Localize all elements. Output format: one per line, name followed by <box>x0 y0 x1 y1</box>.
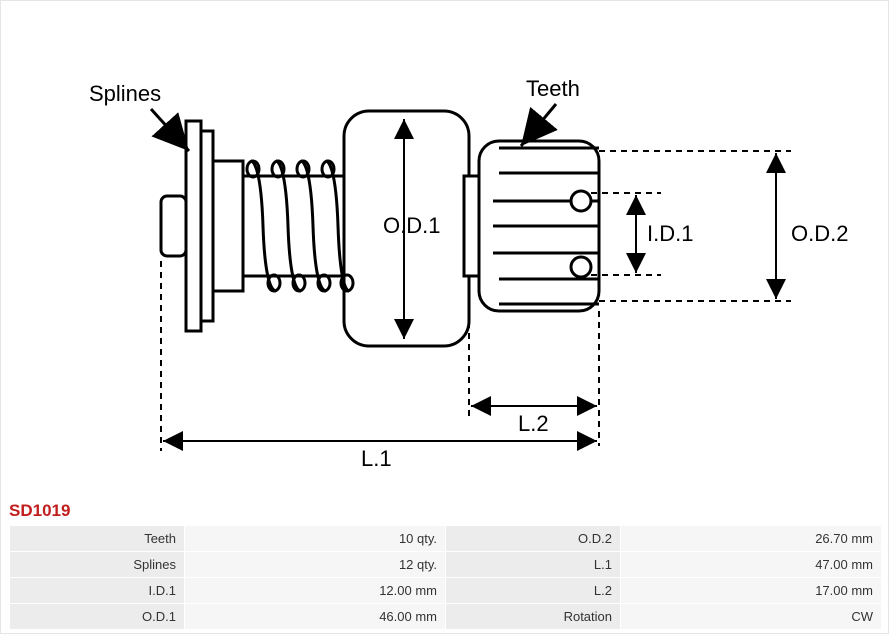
spec-value: 46.00 mm <box>185 604 446 630</box>
label-teeth: Teeth <box>526 76 580 101</box>
spec-label: O.D.1 <box>10 604 185 630</box>
spec-label: Teeth <box>10 526 185 552</box>
technical-diagram: Splines Teeth O.D.1 I.D.1 O.D.2 L.2 <box>1 1 889 491</box>
table-row: O.D.1 46.00 mm Rotation CW <box>10 604 882 630</box>
spec-value: CW <box>621 604 882 630</box>
spec-value: 17.00 mm <box>621 578 882 604</box>
spec-label: L.1 <box>446 552 621 578</box>
spec-table: Teeth 10 qty. O.D.2 26.70 mm Splines 12 … <box>9 525 882 630</box>
spec-value: 47.00 mm <box>621 552 882 578</box>
dim-l1: L.1 <box>361 446 392 471</box>
spec-label: L.2 <box>446 578 621 604</box>
dim-od1: O.D.1 <box>383 213 440 238</box>
table-row: Splines 12 qty. L.1 47.00 mm <box>10 552 882 578</box>
dim-l2: L.2 <box>518 411 549 436</box>
spec-value: 12 qty. <box>185 552 446 578</box>
part-code: SD1019 <box>9 501 70 521</box>
spec-value: 10 qty. <box>185 526 446 552</box>
teeth-block <box>479 141 599 311</box>
spec-label: Splines <box>10 552 185 578</box>
spec-label: Rotation <box>446 604 621 630</box>
spec-value: 26.70 mm <box>621 526 882 552</box>
spec-value: 12.00 mm <box>185 578 446 604</box>
diagram-svg: Splines Teeth O.D.1 I.D.1 O.D.2 L.2 <box>1 1 889 491</box>
dim-od2: O.D.2 <box>791 221 848 246</box>
spec-label: I.D.1 <box>10 578 185 604</box>
table-row: Teeth 10 qty. O.D.2 26.70 mm <box>10 526 882 552</box>
spec-label: O.D.2 <box>446 526 621 552</box>
table-row: I.D.1 12.00 mm L.2 17.00 mm <box>10 578 882 604</box>
page-root: Splines Teeth O.D.1 I.D.1 O.D.2 L.2 <box>0 0 889 634</box>
dim-id1: I.D.1 <box>647 221 693 246</box>
label-splines: Splines <box>89 81 161 106</box>
